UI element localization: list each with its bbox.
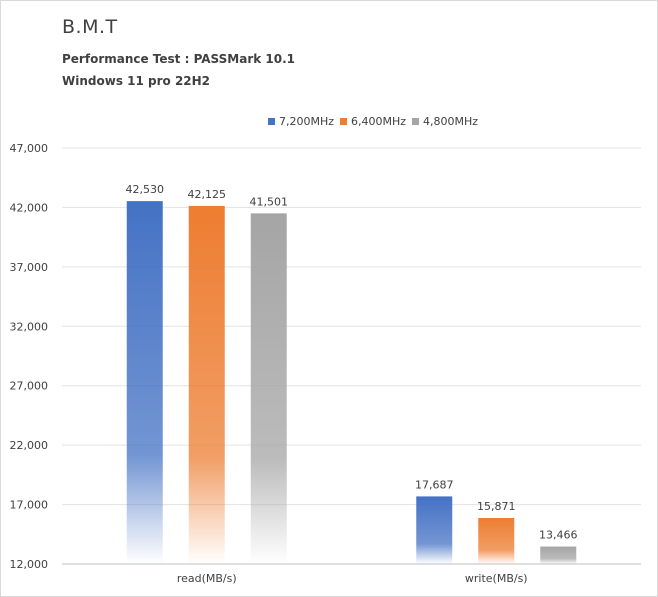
x-axis: read(MB/s) write(MB/s) [177,572,528,585]
chart-subtitle-2: Windows 11 pro 22H2 [62,74,211,88]
legend-swatch-6400 [340,118,347,125]
bar [126,201,163,564]
bar [478,517,515,564]
y-tick-label: 32,000 [10,320,49,333]
y-axis: 12,000 17,000 22,000 27,000 32,000 37,000 42,0… [10,142,49,571]
y-tick-label: 37,000 [10,261,49,274]
x-tick-label: read(MB/s) [177,572,237,585]
y-tick-label: 42,000 [10,201,49,214]
data-label: 17,687 [415,478,454,491]
bar [188,205,225,564]
y-tick-label: 12,000 [10,558,49,571]
legend-item-7200: 7,200MHz [268,115,334,128]
legend-label-6400: 6,400MHz [351,115,407,128]
x-tick-label: write(MB/s) [465,572,528,585]
legend-label-4800: 4,800MHz [423,115,479,128]
legend-swatch-4800 [412,118,419,125]
bars [126,201,577,564]
legend-swatch-7200 [268,118,275,125]
chart-legend: 7,200MHz 6,400MHz 4,800MHz [0,115,658,129]
bar [416,496,453,564]
chart-title: B.M.T [62,16,118,38]
y-tick-label: 22,000 [10,439,49,452]
data-label: 42,125 [188,188,227,201]
y-tick-label: 47,000 [10,142,49,155]
bar [540,546,577,564]
data-label: 41,501 [250,195,289,208]
data-label: 42,530 [126,183,165,196]
data-labels: 42,530 42,125 41,501 17,687 15,871 13,466 [126,183,578,541]
legend-item-4800: 4,800MHz [412,115,478,128]
data-label: 15,871 [477,500,516,513]
bar [250,213,287,564]
y-tick-label: 17,000 [10,499,49,512]
legend-item-6400: 6,400MHz [340,115,406,128]
y-tick-label: 27,000 [10,380,49,393]
legend-label-7200: 7,200MHz [279,115,335,128]
chart-subtitle-1: Performance Test : PASSMark 10.1 [62,52,296,66]
data-label: 13,466 [539,529,578,542]
